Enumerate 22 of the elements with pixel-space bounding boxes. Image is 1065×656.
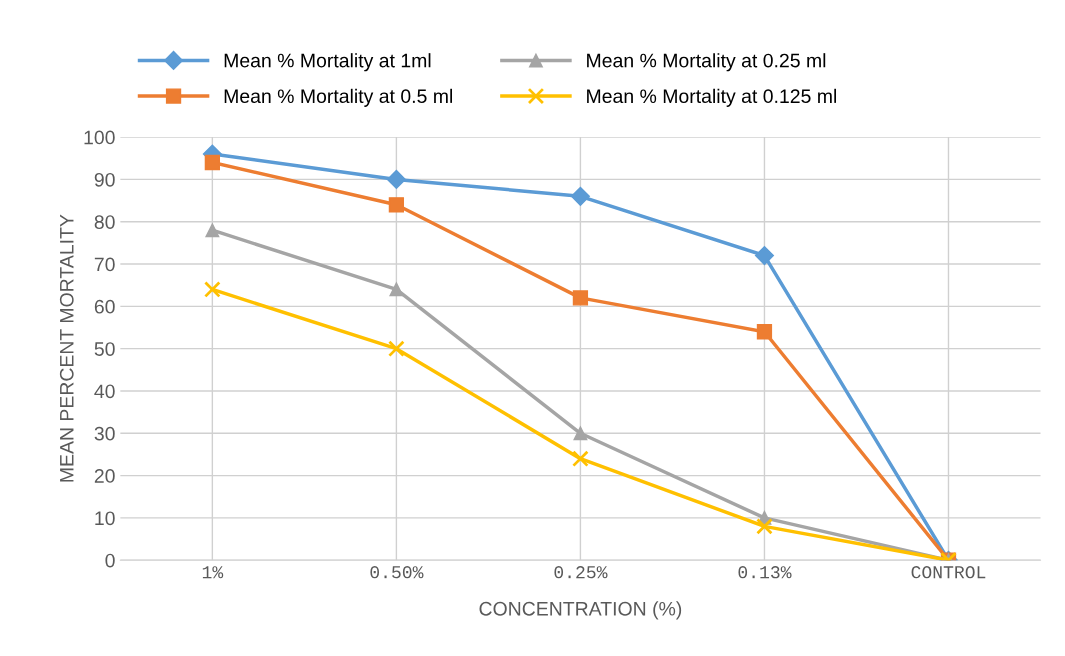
legend-label: Mean % Mortality at 1ml	[224, 53, 431, 72]
x-tick-label: 1%	[202, 566, 224, 579]
y-tick-label: 80	[94, 215, 115, 229]
y-tick-label: 50	[94, 342, 115, 356]
y-tick-label: 0	[105, 553, 115, 568]
x-axis-title: CONCENTRATION (%)	[479, 601, 682, 620]
legend-label: Mean % Mortality at 0.25 ml	[587, 53, 826, 72]
y-tick-label: 20	[94, 469, 115, 483]
legend-label: Mean % Mortality at 0.125 ml	[587, 88, 837, 107]
y-tick-label: 40	[94, 384, 115, 399]
y-tick-label: 100	[84, 130, 115, 145]
y-tick-label: 90	[94, 172, 115, 187]
legend-label: Mean % Mortality at 0.5 ml	[224, 88, 452, 107]
x-tick-label: 0.50%	[370, 566, 424, 579]
x-tick-label: CONTROL	[911, 566, 986, 579]
y-tick-label: 10	[95, 511, 115, 526]
y-axis-title: MEAN PERCENT MORTALITY	[59, 214, 74, 482]
x-tick-label: 0.13%	[738, 566, 792, 579]
y-tick-label: 70	[94, 257, 115, 272]
x-tick-label: 0.25%	[554, 566, 608, 579]
y-tick-label: 30	[94, 426, 115, 441]
y-tick-label: 60	[94, 299, 115, 314]
